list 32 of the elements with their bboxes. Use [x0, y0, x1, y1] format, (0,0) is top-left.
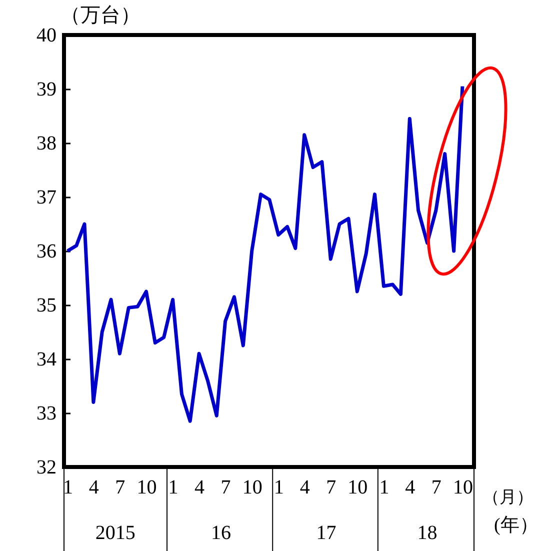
x-tick-label: 7	[220, 476, 231, 498]
x2-tick-label: 16	[210, 522, 231, 544]
x2-axis-title: (年）	[494, 515, 537, 536]
x-tick-label: 10	[348, 476, 368, 498]
y-tick-label: 39	[36, 78, 56, 100]
x-axis-title: （月）	[482, 488, 534, 506]
x-tick-label: 10	[242, 476, 262, 498]
x2-tick-label: 2015	[95, 522, 136, 544]
x-tick-label: 1	[62, 476, 73, 498]
y-tick-label: 40	[36, 24, 56, 46]
y-axis-title: （万台）	[60, 4, 140, 26]
y-tick-label: 34	[36, 348, 56, 370]
y-tick-label: 32	[36, 456, 56, 478]
x-tick-label: 1	[379, 476, 390, 498]
y-tick-label: 36	[36, 240, 56, 262]
y-tick-label: 38	[36, 132, 56, 154]
x-tick-label: 4	[194, 476, 205, 498]
x-tick-label: 10	[452, 476, 473, 498]
x-tick-label: 4	[405, 476, 416, 498]
x-tick-label: 10	[136, 476, 157, 498]
y-tick-label: 35	[36, 294, 56, 316]
x-tick-label: 7	[115, 476, 126, 498]
x2-tick-label: 17	[316, 522, 336, 544]
x-tick-label: 4	[88, 476, 99, 498]
x-tick-label: 1	[274, 476, 284, 498]
x2-tick-label: 18	[417, 522, 438, 544]
x-tick-label: 7	[326, 476, 336, 498]
y-tick-label: 33	[36, 402, 56, 424]
x-tick-label: 1	[168, 476, 178, 498]
x-tick-label: 4	[300, 476, 310, 498]
x-tick-label: 7	[431, 476, 442, 498]
y-tick-label: 37	[36, 186, 56, 208]
